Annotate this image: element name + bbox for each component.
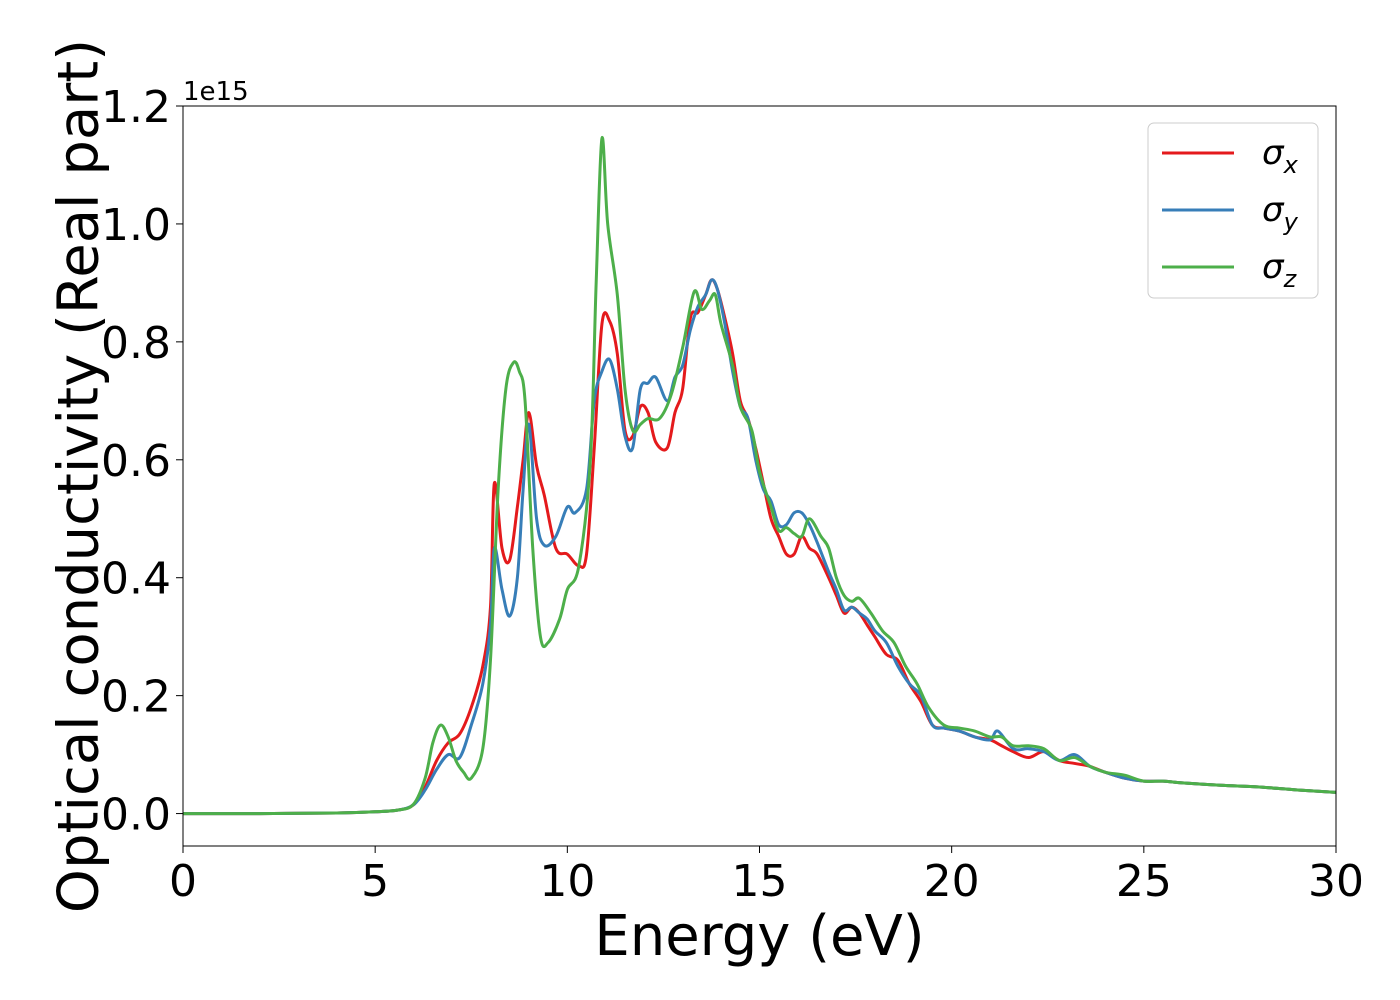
x-tick-label: 20 — [924, 856, 980, 907]
y-tick-label: 0.0 — [101, 790, 171, 841]
x-tick-label: 15 — [732, 856, 788, 907]
x-tick-label: 0 — [169, 856, 197, 907]
y-tick-label: 0.4 — [101, 554, 171, 605]
y-axis: 0.0 0.2 0.4 0.6 0.8 1.0 1.2 — [101, 82, 183, 841]
legend-label-y: σy — [1262, 190, 1299, 236]
x-tick-label: 25 — [1116, 856, 1172, 907]
x-tick-label: 5 — [361, 856, 389, 907]
y-tick-label: 0.6 — [101, 436, 171, 487]
x-tick-label: 10 — [539, 856, 595, 907]
series-line-y — [183, 278, 1336, 816]
series-layer — [183, 136, 1336, 816]
series-line-x — [183, 278, 1336, 816]
x-axis-title: Energy (eV) — [594, 904, 924, 969]
series-line-z — [183, 136, 1336, 816]
x-tick-label: 30 — [1308, 856, 1364, 907]
y-axis-title: Optical conductivity (Real part) — [47, 39, 112, 913]
y-offset-label: 1e15 — [183, 77, 249, 107]
y-tick-label: 1.0 — [101, 200, 171, 251]
x-axis: 0 5 10 15 20 25 30 — [169, 846, 1364, 907]
legend-label-x: σx — [1262, 133, 1299, 179]
y-tick-label: 1.2 — [101, 82, 171, 133]
legend-label-z: σz — [1262, 247, 1298, 293]
y-tick-label: 0.2 — [101, 672, 171, 723]
y-tick-label: 0.8 — [101, 318, 171, 369]
legend: σx σy σz — [1147, 122, 1319, 299]
